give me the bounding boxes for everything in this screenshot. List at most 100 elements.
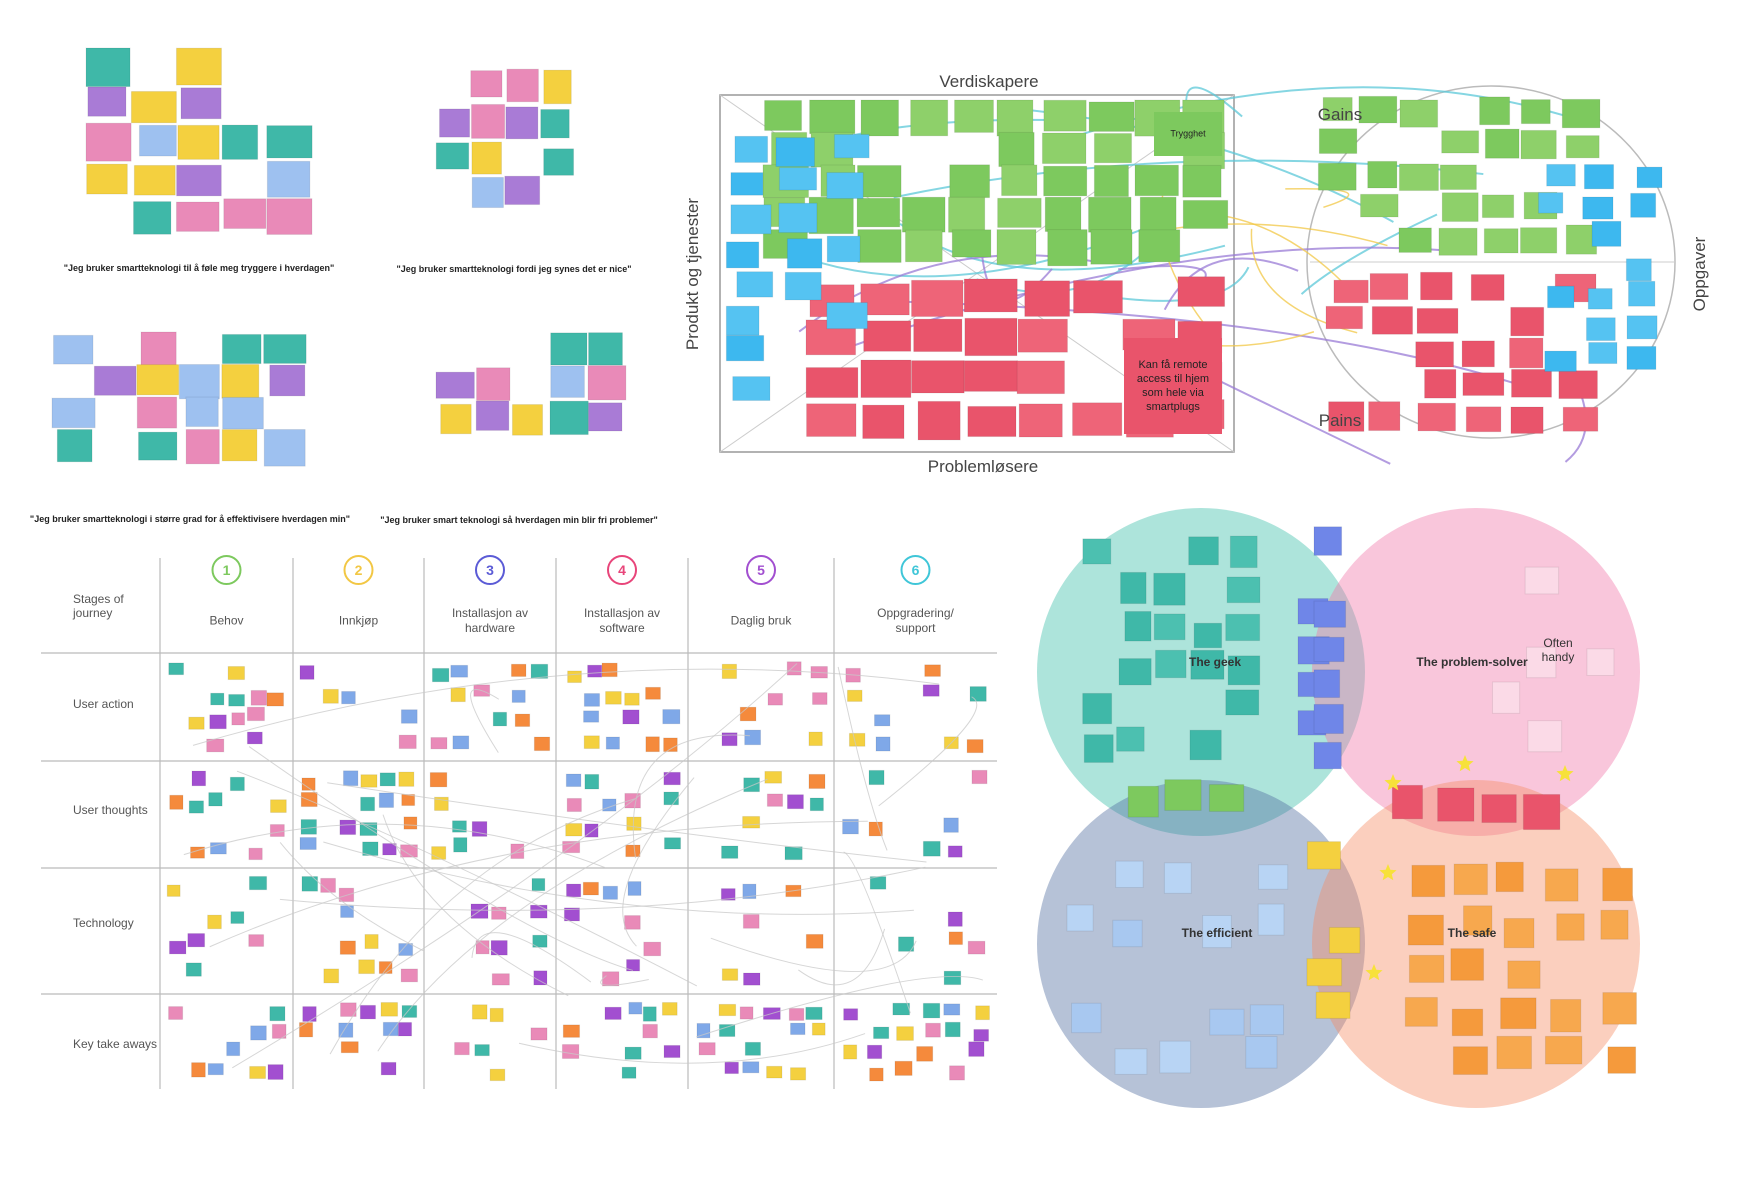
sticky-note [299,836,317,851]
sticky-note [826,302,868,330]
sticky-note [471,176,504,209]
sticky-note [624,915,641,930]
sticky-note [1441,192,1479,222]
sticky-note [185,429,220,465]
sticky-note [1562,406,1599,432]
sticky-note [340,1002,357,1017]
sticky-note [471,141,503,175]
sticky-note [1017,318,1068,353]
connector [382,814,569,997]
sticky-note [604,1006,622,1020]
sticky-note [398,942,414,957]
connector [279,842,424,952]
sticky-note [1587,288,1613,310]
sticky-note [1470,274,1505,301]
sticky-note [269,364,306,397]
sticky-note [1071,1002,1102,1034]
sticky-note [1066,904,1094,932]
sticky-note [860,359,912,399]
sticky-note [805,367,859,399]
sticky-note [397,1021,413,1037]
sticky-note [185,396,219,428]
persona-note: Often handy [1541,636,1575,664]
sticky-note [587,664,603,678]
sticky-note [951,229,992,258]
sticky-note [1628,280,1656,307]
sticky-note [339,940,356,955]
sticky-note [1496,1035,1532,1070]
sticky-note [605,691,622,705]
sticky-note [562,1024,581,1038]
sticky-note [1124,338,1222,434]
sticky-note [266,198,313,235]
sticky-note [628,1001,643,1015]
connector [232,663,798,1069]
sticky-note [565,883,582,898]
star [1365,964,1383,981]
sticky-note [621,1066,637,1079]
sticky-note [566,797,582,813]
sticky-note [786,661,802,676]
sticky-note [789,1067,807,1081]
connector [878,696,978,807]
sticky-note [403,816,418,830]
sticky-note [1367,160,1398,189]
connector [470,689,500,753]
stage-number: 5 [757,562,765,578]
vpc-label: Gains [1317,105,1363,124]
sticky-note [1227,655,1261,686]
sticky-note [298,1022,314,1038]
sticky-note [1556,913,1585,941]
stage-number: 3 [486,562,494,578]
sticky-note [323,968,340,984]
sticky-note [400,709,418,724]
sticky-note [916,1046,934,1062]
sticky-note [398,771,415,787]
connector [329,798,636,1055]
sticky-note [339,819,357,836]
sticky-note [550,365,585,398]
sticky-note [1001,164,1038,197]
sticky-note [378,792,395,808]
sticky-note [1318,128,1358,154]
stage-name: Behov [209,613,244,628]
sticky-note [588,402,623,432]
sticky-note [1481,194,1515,219]
sticky-note [1522,793,1561,831]
connector [696,975,983,1038]
sticky-note [565,773,582,788]
sticky-note [540,108,570,139]
sticky-note [1546,163,1576,187]
sticky-note [812,692,828,705]
connector [279,866,926,911]
sticky-note [453,837,468,853]
sticky-note [450,664,469,678]
sticky-note [1208,784,1245,812]
sticky-note [1082,692,1113,725]
cluster-caption: "Jeg bruker smartteknologi i større grad… [29,514,351,524]
sticky-note [627,881,642,896]
sticky-note [56,429,93,463]
sticky-note [1607,1046,1637,1074]
sticky-note [1159,1040,1192,1074]
sticky-note [140,331,177,369]
sticky-note [947,845,963,858]
sticky-note [846,689,863,702]
sticky-note [963,360,1019,392]
sticky-note [85,122,132,162]
sticky-note [191,770,207,787]
sticky-note [341,690,356,705]
sticky-note [1177,276,1226,307]
sticky-note [661,1002,678,1016]
sticky-note [133,201,172,235]
sticky-note [997,197,1042,228]
sticky-note [1189,729,1222,761]
sticky-note [1371,306,1414,335]
sticky-note [175,201,220,232]
connector [236,770,698,987]
sticky-note [565,822,583,837]
journey-grid [41,558,997,1089]
sticky-note [1313,741,1342,770]
sticky-note [227,665,246,681]
